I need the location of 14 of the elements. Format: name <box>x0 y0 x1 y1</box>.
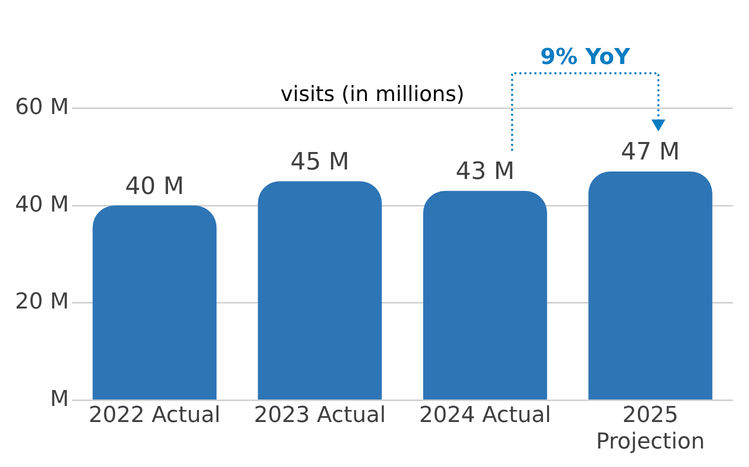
data-label: 45 M <box>290 147 350 176</box>
y-tick-label: M <box>50 386 69 412</box>
data-label: 43 M <box>456 157 515 186</box>
data-label: 40 M <box>125 172 184 200</box>
x-tick-label: 2024 Actual <box>419 403 552 428</box>
y-tick-label: 60 M <box>15 94 69 120</box>
x-tick-label: 2022 Actual <box>88 403 221 428</box>
y-tick-label: 20 M <box>15 290 69 315</box>
data-label: 47 M <box>620 138 680 166</box>
x-tick-label: 2023 Actual <box>254 403 386 428</box>
text: 9% YoY <box>540 44 632 70</box>
y-tick-label: 40 M <box>15 192 69 218</box>
chart-title: visits (in millions) <box>280 82 464 106</box>
x-tick-label: 2025 Projection <box>596 403 705 455</box>
